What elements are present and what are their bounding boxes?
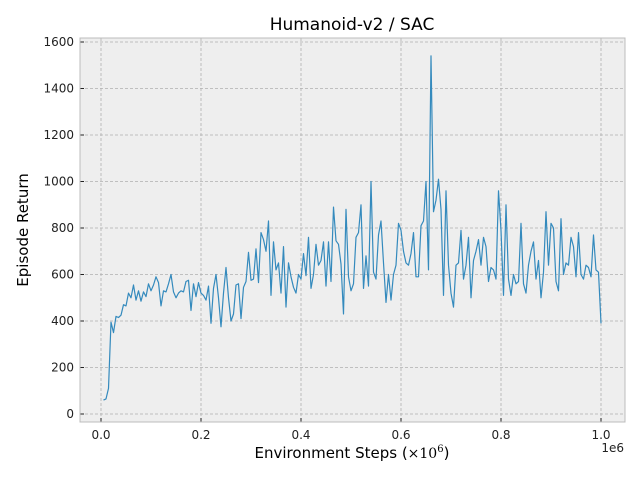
y-tick-label: 1200 (43, 128, 74, 142)
y-tick-label: 1400 (43, 82, 74, 96)
x-offset-label: 1e6 (601, 441, 624, 455)
episode-return-line (103, 55, 602, 401)
x-tick-label: 0.2 (191, 428, 210, 442)
plot-area (79, 37, 626, 423)
x-axis-label-close: ) (444, 444, 450, 462)
x-axis-label-math: ×10 (408, 446, 438, 462)
x-tick-label: 0.8 (491, 428, 510, 442)
y-tick-label: 800 (51, 221, 74, 235)
axis-ticks (80, 41, 602, 422)
y-axis-label: Episode Return (14, 173, 32, 286)
plot-frame (79, 37, 626, 423)
x-axis-label: Environment Steps (×106) (255, 444, 450, 462)
y-tick-label: 600 (51, 268, 74, 282)
y-tick-label: 1600 (43, 35, 74, 49)
x-axis-label-exponent: 6 (437, 444, 443, 455)
y-tick-label: 200 (51, 361, 74, 375)
chart-title: Humanoid-v2 / SAC (270, 15, 435, 35)
y-tick-label: 0 (66, 407, 74, 421)
x-axis-label-text: Environment Steps ( (255, 444, 408, 462)
x-tick-labels: 0.0 0.2 0.4 0.6 0.8 1.0 (91, 428, 610, 442)
y-tick-label: 400 (51, 314, 74, 328)
x-tick-label: 0.6 (391, 428, 410, 442)
y-tick-label: 1000 (43, 175, 74, 189)
y-tick-labels: 0 200 400 600 800 1000 1200 1400 1600 (43, 35, 74, 421)
x-tick-label: 1.0 (591, 428, 610, 442)
x-tick-label: 0.4 (291, 428, 310, 442)
x-tick-label: 0.0 (91, 428, 110, 442)
